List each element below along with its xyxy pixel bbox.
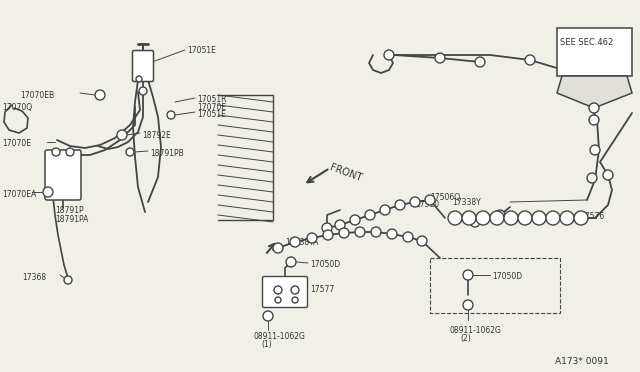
Text: 17070EA: 17070EA bbox=[2, 190, 36, 199]
Text: 17051E: 17051E bbox=[187, 46, 216, 55]
Circle shape bbox=[462, 211, 476, 225]
Circle shape bbox=[52, 148, 60, 156]
Circle shape bbox=[136, 76, 142, 82]
Circle shape bbox=[589, 115, 599, 125]
Circle shape bbox=[339, 228, 349, 238]
Circle shape bbox=[387, 229, 397, 239]
Circle shape bbox=[417, 236, 427, 246]
Circle shape bbox=[380, 205, 390, 215]
Text: 17506Q: 17506Q bbox=[430, 193, 460, 202]
Circle shape bbox=[350, 215, 360, 225]
Circle shape bbox=[574, 211, 588, 225]
Circle shape bbox=[323, 230, 333, 240]
Text: 18792E: 18792E bbox=[142, 131, 171, 140]
Text: 17050D: 17050D bbox=[492, 272, 522, 281]
Circle shape bbox=[335, 220, 345, 230]
Circle shape bbox=[286, 257, 296, 267]
Circle shape bbox=[64, 276, 72, 284]
Circle shape bbox=[590, 145, 600, 155]
Circle shape bbox=[274, 286, 282, 294]
Circle shape bbox=[395, 200, 405, 210]
Text: 17368: 17368 bbox=[22, 273, 46, 282]
Circle shape bbox=[263, 311, 273, 321]
Circle shape bbox=[403, 232, 413, 242]
Circle shape bbox=[307, 233, 317, 243]
Text: 17577: 17577 bbox=[310, 285, 334, 294]
FancyBboxPatch shape bbox=[45, 150, 81, 200]
Text: 17510: 17510 bbox=[415, 200, 439, 209]
Circle shape bbox=[470, 217, 480, 227]
Text: 17070Q: 17070Q bbox=[2, 103, 32, 112]
Circle shape bbox=[560, 211, 574, 225]
Circle shape bbox=[532, 211, 546, 225]
Text: 18791P: 18791P bbox=[55, 206, 84, 215]
Circle shape bbox=[448, 211, 462, 225]
Text: 17051R: 17051R bbox=[197, 95, 227, 104]
Circle shape bbox=[587, 173, 597, 183]
Circle shape bbox=[95, 90, 105, 100]
Polygon shape bbox=[557, 76, 632, 108]
Circle shape bbox=[495, 210, 505, 220]
Circle shape bbox=[546, 211, 560, 225]
Circle shape bbox=[504, 211, 518, 225]
Circle shape bbox=[525, 55, 535, 65]
Circle shape bbox=[603, 170, 613, 180]
Circle shape bbox=[66, 148, 74, 156]
Text: 17338YA: 17338YA bbox=[285, 238, 318, 247]
Circle shape bbox=[425, 195, 435, 205]
Text: 08911-1062G: 08911-1062G bbox=[254, 332, 306, 341]
Circle shape bbox=[139, 87, 147, 95]
Circle shape bbox=[273, 243, 283, 253]
Circle shape bbox=[275, 297, 281, 303]
Text: 17338Y: 17338Y bbox=[452, 198, 481, 207]
Circle shape bbox=[410, 197, 420, 207]
FancyBboxPatch shape bbox=[132, 51, 154, 81]
Text: 17576: 17576 bbox=[580, 212, 604, 221]
Text: 18791PB: 18791PB bbox=[150, 149, 184, 158]
Text: N: N bbox=[465, 302, 470, 308]
Circle shape bbox=[463, 300, 473, 310]
Text: 17050D: 17050D bbox=[310, 260, 340, 269]
Text: 17070E: 17070E bbox=[197, 103, 226, 112]
Circle shape bbox=[167, 111, 175, 119]
Circle shape bbox=[371, 227, 381, 237]
Text: FRONT: FRONT bbox=[328, 162, 364, 183]
Text: 17070EB: 17070EB bbox=[20, 91, 54, 100]
Circle shape bbox=[589, 103, 599, 113]
Circle shape bbox=[476, 211, 490, 225]
Text: 17051E: 17051E bbox=[197, 110, 226, 119]
Text: 08911-1062G: 08911-1062G bbox=[450, 326, 502, 335]
Text: 17070E: 17070E bbox=[2, 139, 31, 148]
Circle shape bbox=[126, 148, 134, 156]
FancyBboxPatch shape bbox=[262, 276, 307, 308]
Circle shape bbox=[463, 270, 473, 280]
Text: (2): (2) bbox=[460, 334, 471, 343]
Circle shape bbox=[384, 50, 394, 60]
Text: 18791PA: 18791PA bbox=[55, 215, 88, 224]
Text: SEE SEC.462: SEE SEC.462 bbox=[560, 38, 613, 47]
Circle shape bbox=[290, 237, 300, 247]
Circle shape bbox=[322, 223, 332, 233]
Circle shape bbox=[365, 210, 375, 220]
Circle shape bbox=[117, 130, 127, 140]
Circle shape bbox=[292, 297, 298, 303]
FancyBboxPatch shape bbox=[557, 28, 632, 76]
Circle shape bbox=[435, 53, 445, 63]
Circle shape bbox=[518, 211, 532, 225]
Circle shape bbox=[475, 57, 485, 67]
Circle shape bbox=[291, 286, 299, 294]
Circle shape bbox=[490, 211, 504, 225]
Circle shape bbox=[355, 227, 365, 237]
Text: N: N bbox=[266, 314, 271, 318]
Circle shape bbox=[43, 187, 53, 197]
Text: (1): (1) bbox=[261, 340, 272, 349]
Text: A173* 0091: A173* 0091 bbox=[555, 357, 609, 366]
